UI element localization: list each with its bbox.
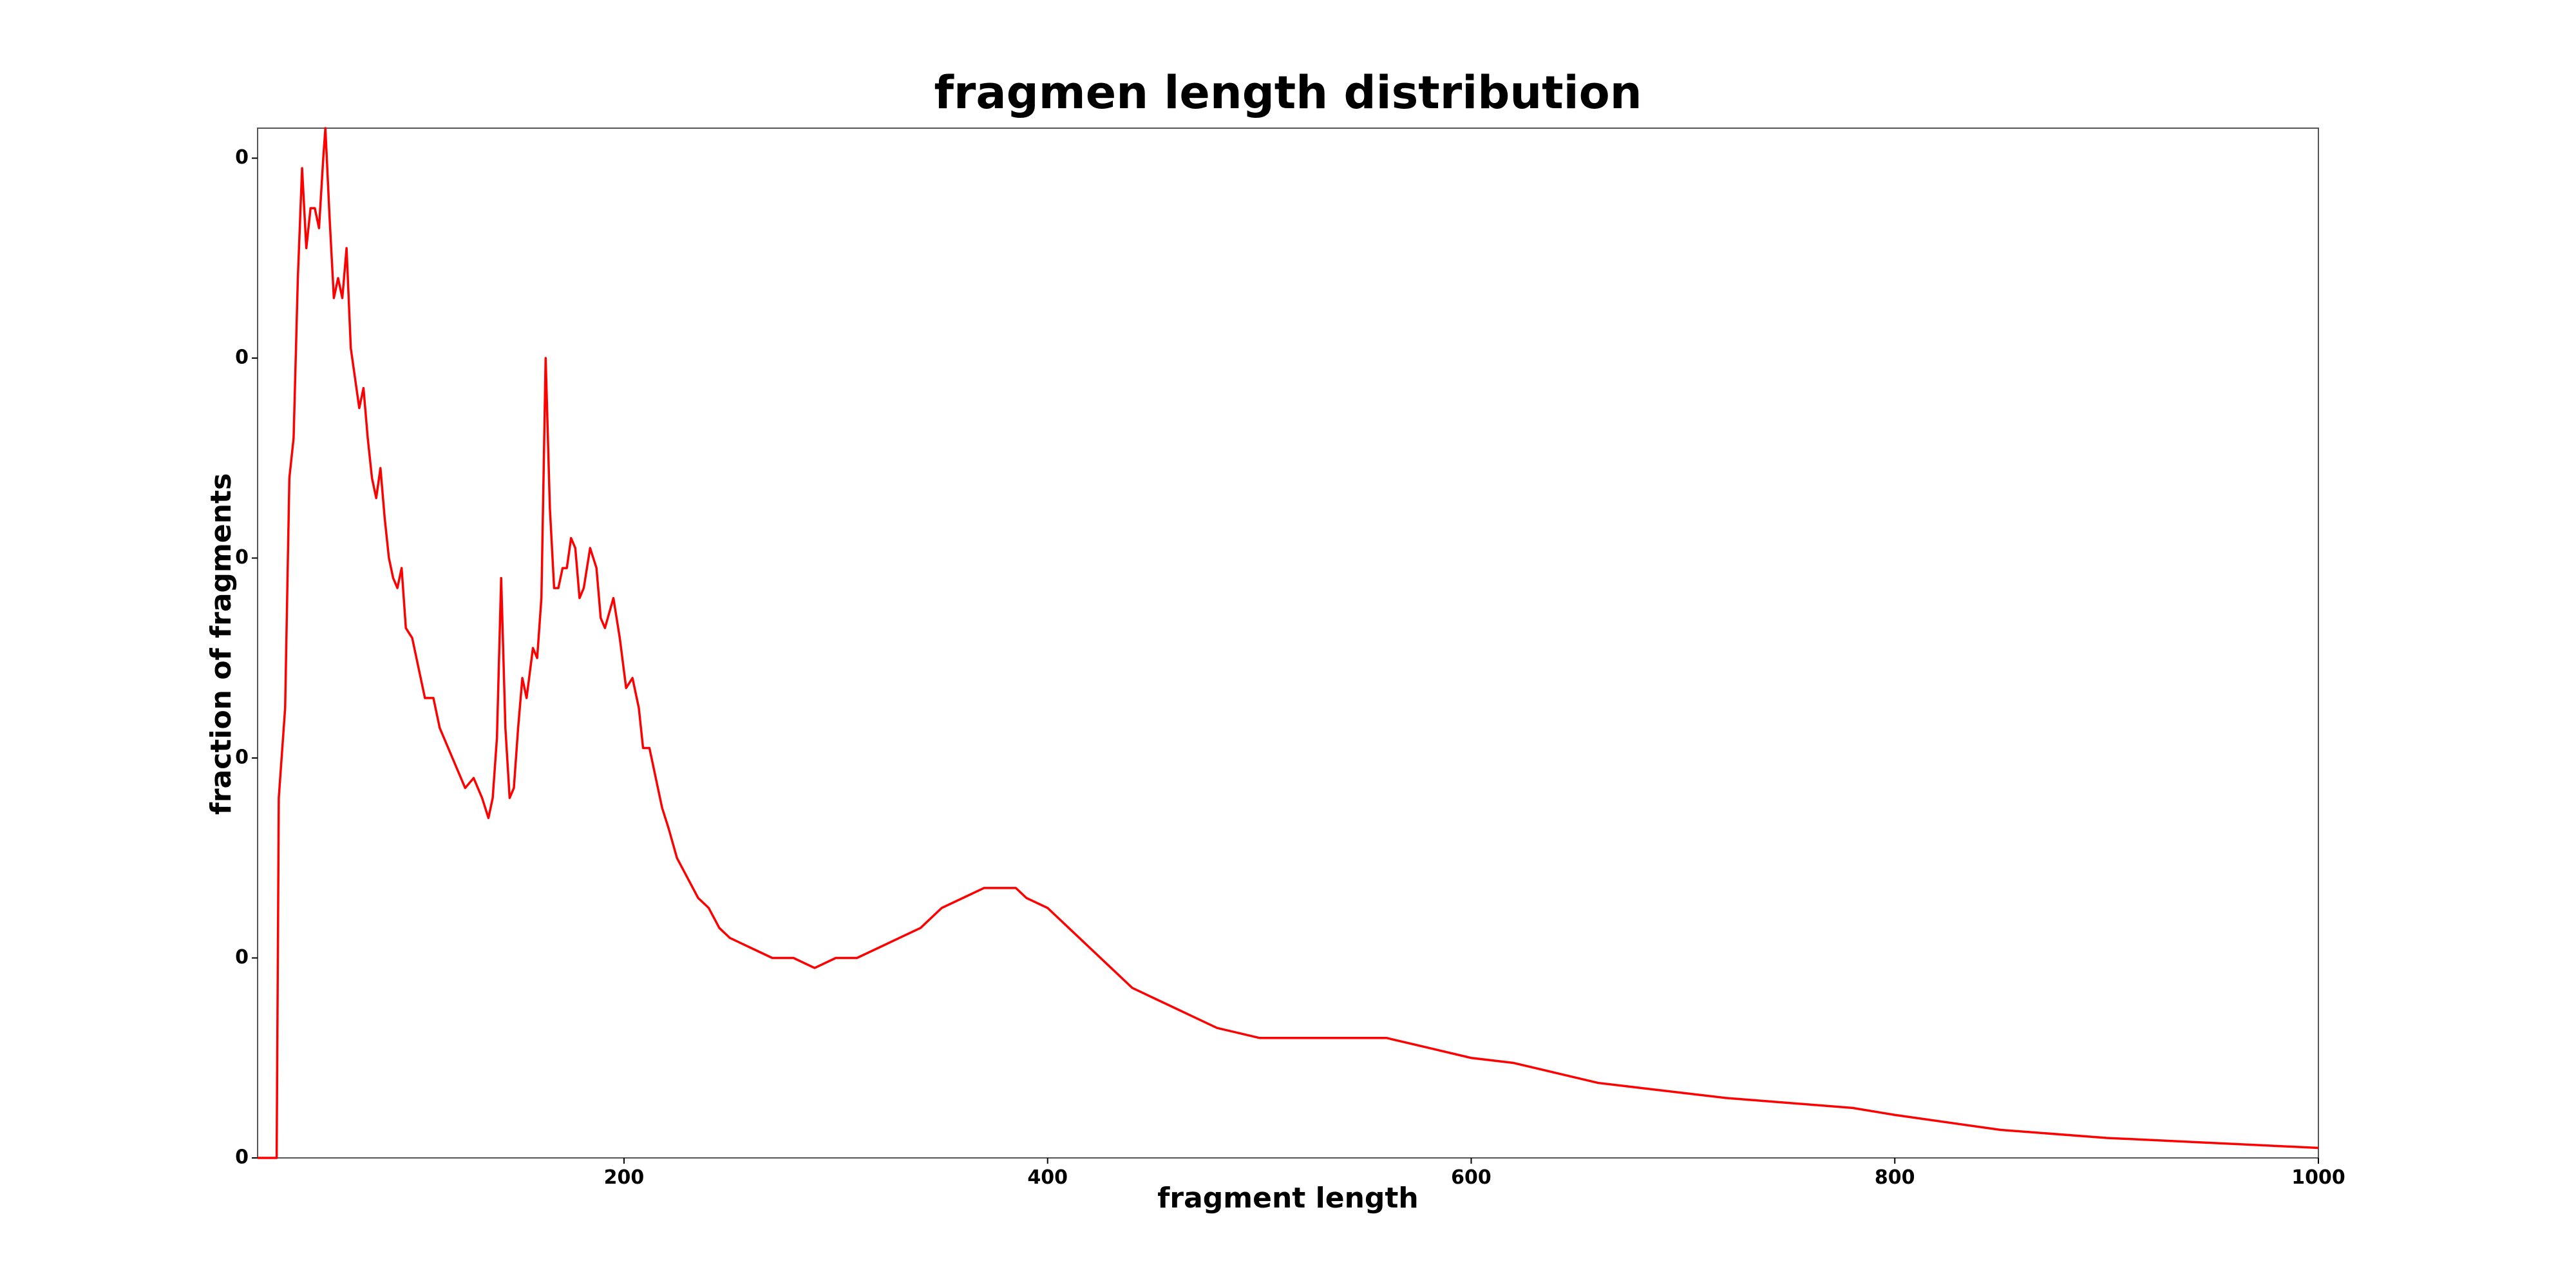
plot-frame <box>257 128 2319 1159</box>
x-tick-label: 800 <box>1875 1166 1915 1189</box>
y-tick-label: 0 <box>235 746 249 769</box>
y-tick-label: 0 <box>235 1146 249 1169</box>
chart-title: fragmen length distribution <box>934 66 1642 119</box>
y-tick-label: 0 <box>235 346 249 369</box>
x-tick-label: 400 <box>1027 1166 1068 1189</box>
data-line <box>258 127 2319 1159</box>
y-tick-label: 0 <box>235 546 249 569</box>
y-axis-label: fraction of fragments <box>205 473 238 815</box>
x-tick-label: 1000 <box>2291 1166 2345 1189</box>
x-tick-label: 600 <box>1451 1166 1492 1189</box>
y-tick-label: 0 <box>235 146 249 169</box>
y-tick-label: 0 <box>235 946 249 969</box>
x-axis-label: fragment length <box>1157 1182 1419 1215</box>
x-tick-label: 200 <box>604 1166 645 1189</box>
